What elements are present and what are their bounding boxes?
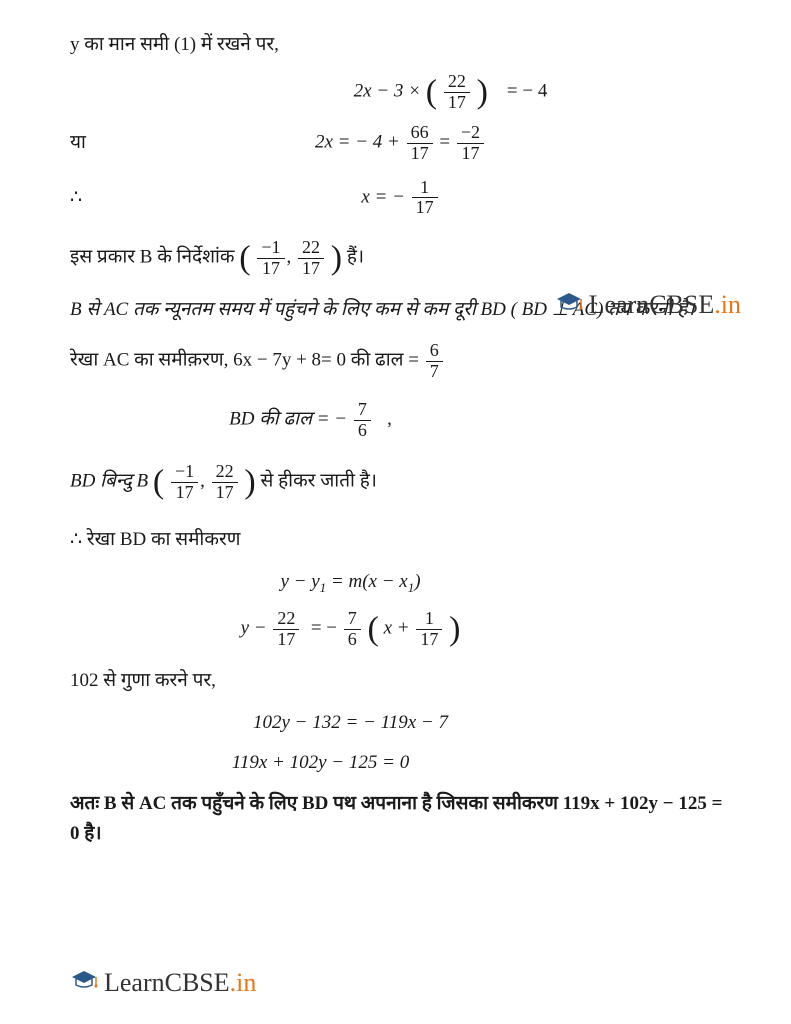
equation-3-row: ∴ x = − 1 17 bbox=[70, 178, 731, 219]
multiply-102: 102 से गुणा करने पर, bbox=[70, 666, 731, 696]
slope-ac-line: रेखा AC का समीक़रण, 6x − 7y + 8= 0 की ढा… bbox=[70, 341, 731, 382]
equation-2-row: या 2x = − 4 + 66 17 = −2 17 bbox=[70, 123, 731, 164]
equation-5: y − 22 17 = − 7 6 ( x + 1 17 ) bbox=[70, 609, 731, 650]
equation-6: 102y − 132 = − 119x − 7 bbox=[70, 708, 731, 738]
logo-learn: Learn bbox=[589, 284, 650, 326]
logo-bottom: LearnCBSE.in bbox=[70, 962, 256, 1004]
logo-cbse: CBSE bbox=[649, 284, 714, 326]
point-slope-form: y − y1 = m(x − x1) bbox=[70, 567, 731, 599]
logo-cbse: CBSE bbox=[165, 962, 230, 1004]
equation-1: 2x − 3 × ( 22 17 ) = − 4 bbox=[70, 72, 731, 113]
graduation-cap-icon bbox=[70, 962, 98, 1004]
coord-line: इस प्रकार B के निर्देशांक ( −1 17 , 22 1… bbox=[70, 238, 731, 279]
equation-3: x = − 1 17 bbox=[220, 178, 731, 219]
equation-7: 119x + 102y − 125 = 0 bbox=[70, 748, 731, 778]
logo-top: LearnCBSE.in bbox=[555, 284, 741, 326]
graduation-cap-icon bbox=[555, 284, 583, 326]
bd-equation-label: ∴ रेखा BD का समीकरण bbox=[70, 525, 731, 555]
conclusion: अतः B से AC तक पहुँचने के लिए BD पथ अपना… bbox=[70, 789, 731, 850]
bd-point-line: BD बिन्दु B ( −1 17 , 22 17 ) से हीकर जा… bbox=[70, 462, 731, 503]
logo-in: .in bbox=[230, 962, 257, 1004]
logo-in: .in bbox=[714, 284, 741, 326]
equation-2: 2x = − 4 + 66 17 = −2 17 bbox=[220, 123, 731, 164]
text: y का मान समी (1) में रखने पर, bbox=[70, 34, 279, 55]
step-substitute: y का मान समी (1) में रखने पर, bbox=[70, 30, 731, 60]
or-label: या bbox=[70, 132, 86, 153]
therefore-label: ∴ bbox=[70, 187, 82, 208]
logo-learn: Learn bbox=[104, 962, 165, 1004]
slope-bd-line: BD की ढाल = − 7 6 , bbox=[70, 400, 731, 441]
